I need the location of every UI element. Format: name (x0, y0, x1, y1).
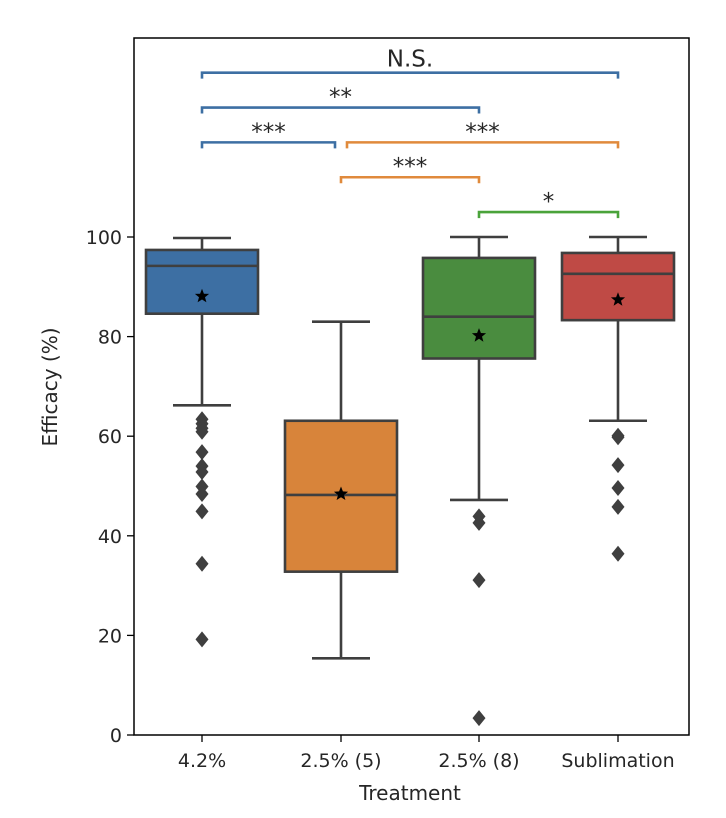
box-0-mean-marker (194, 288, 210, 303)
y-tick-label-40: 40 (98, 526, 122, 548)
box-0-outlier-6 (195, 464, 209, 481)
box-2-outlier-3 (472, 710, 486, 727)
y-axis-label: Efficacy (%) (38, 327, 62, 446)
box-2-mean-marker (471, 328, 487, 342)
y-tick-label-0: 0 (110, 725, 122, 747)
plot-area: 0 20 40 60 80 100 4.2% 2.5% (5) 2.5% (8) Sublimat… (86, 47, 676, 772)
box-3-outlier-2 (611, 457, 625, 474)
significance-label-2: *** (251, 119, 286, 145)
box-0-outlier-9 (195, 503, 209, 520)
significance-bracket-1 (200, 106, 481, 114)
box-3-iqr (560, 251, 676, 322)
y-tick-label-20: 20 (98, 625, 122, 647)
box-3-mean-marker (610, 292, 626, 306)
box-3-outlier-1 (611, 429, 625, 446)
box-3-outlier-3 (611, 479, 625, 496)
y-tick-label-60: 60 (98, 426, 122, 448)
box-0-outlier-11 (195, 631, 209, 648)
significance-bracket-5 (477, 210, 620, 219)
box-0-outlier-10 (195, 555, 209, 572)
box-0-outlier-3 (195, 423, 209, 440)
box-2-outlier-1 (472, 514, 486, 531)
x-tick-label-1: 2.5% (5) (300, 750, 381, 772)
significance-label-4: *** (393, 154, 428, 180)
x-tick-label-0: 4.2% (178, 750, 226, 772)
significance-label-1: ** (329, 85, 352, 111)
significance-bracket-3 (345, 141, 620, 149)
significance-label-5: * (543, 189, 555, 215)
box-0-iqr (144, 248, 260, 315)
box-2-outlier-2 (472, 572, 486, 589)
significance-bracket-0 (200, 71, 620, 79)
significance-bracket-4 (339, 175, 481, 184)
y-tick-label-80: 80 (98, 327, 122, 349)
significance-bracket-2 (200, 141, 337, 149)
box-0-outlier-4 (195, 444, 209, 461)
box-3-outlier-5 (611, 545, 625, 562)
x-tick-label-2: 2.5% (8) (438, 750, 519, 772)
x-tick-label-3: Sublimation (561, 750, 674, 772)
y-tick-label-100: 100 (86, 227, 122, 249)
box-1-mean-marker (333, 486, 349, 500)
significance-label-0: N.S. (387, 47, 433, 73)
box-0-outlier-8 (195, 485, 209, 502)
box-2-iqr (421, 256, 537, 360)
significance-label-3: *** (465, 119, 500, 145)
x-axis-label: Treatment (358, 781, 461, 805)
plot-frame (133, 37, 690, 736)
box-3-outlier-4 (611, 498, 625, 515)
